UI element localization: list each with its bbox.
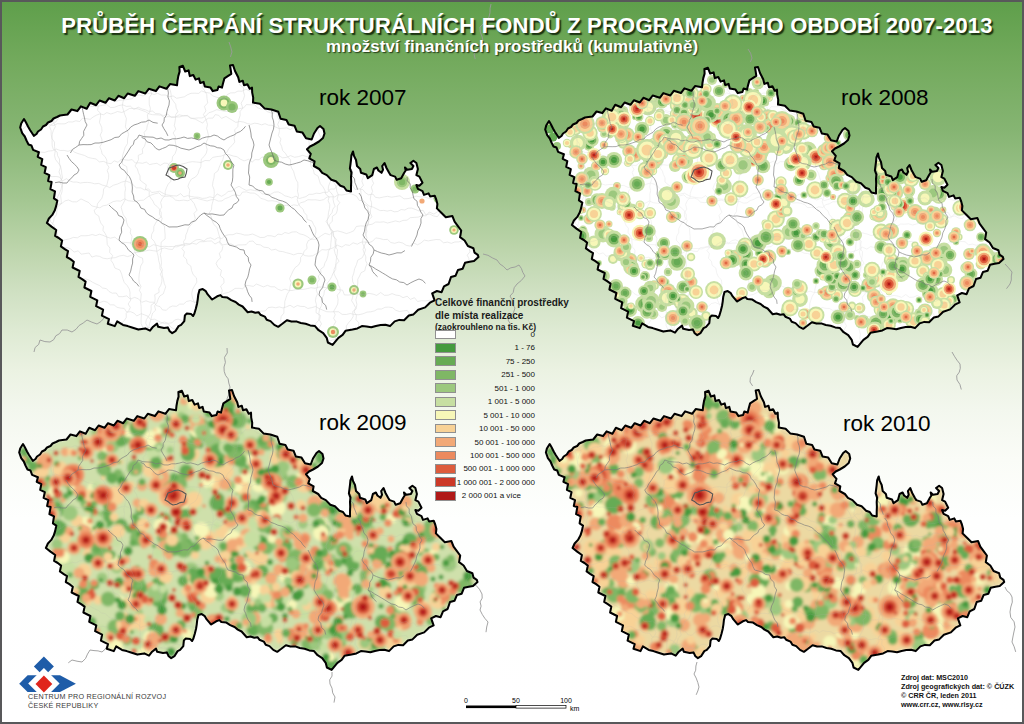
svg-text:0: 0 xyxy=(464,697,468,704)
svg-text:km: km xyxy=(570,705,580,712)
svg-text:100: 100 xyxy=(560,697,572,704)
svg-text:50: 50 xyxy=(512,697,520,704)
